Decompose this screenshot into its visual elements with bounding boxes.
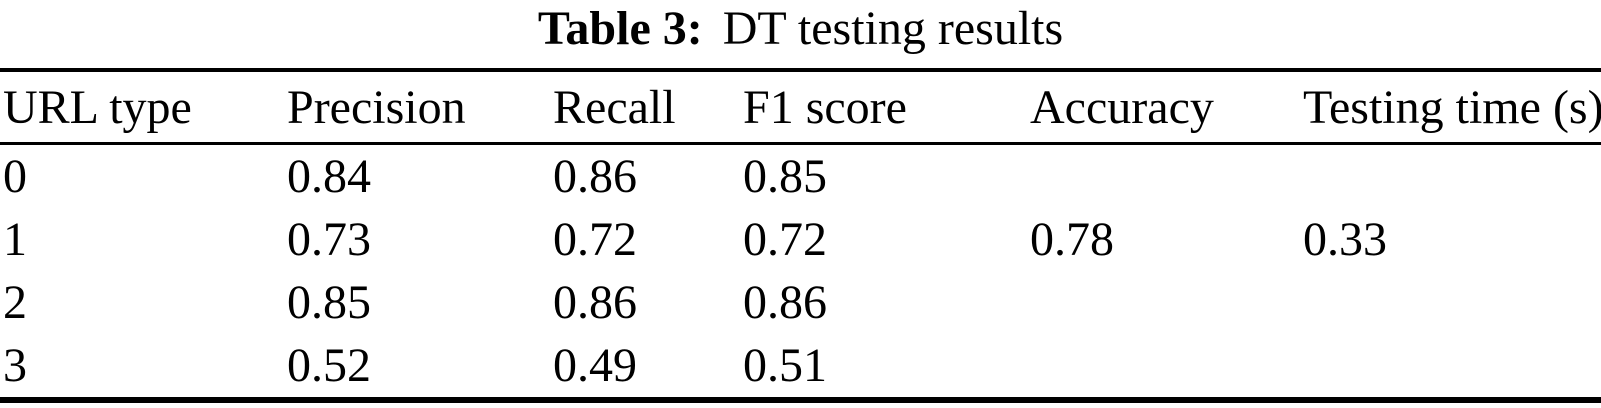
table-cell: 0.72: [553, 213, 637, 266]
table-cell: 0.49: [553, 339, 637, 392]
table-cell: [1027, 334, 1300, 400]
table-cell: 0.72: [743, 213, 827, 266]
table-cell: 0.33: [1303, 213, 1387, 266]
caption-text: DT testing results: [722, 2, 1064, 55]
table-caption: Table 3: DT testing results: [0, 0, 1601, 58]
table-row: 0 0.84 0.86 0.85: [0, 144, 1601, 209]
table-row: 2 0.85 0.86 0.86: [0, 271, 1601, 334]
table-cell: 0.85: [287, 276, 371, 329]
table-cell: 0.78: [1030, 213, 1114, 266]
table-cell: 0.52: [287, 339, 371, 392]
table-cell: [1300, 271, 1601, 334]
table-cell: [1300, 144, 1601, 209]
table-cell: 2: [3, 276, 27, 329]
caption-label: Table 3:: [537, 2, 703, 55]
column-header-url-type: URL type: [0, 70, 284, 145]
results-table: URL type Precision Recall F1 score Accur…: [0, 68, 1601, 403]
table-cell: 0.86: [553, 150, 637, 203]
table-cell: 0.84: [287, 150, 371, 203]
column-header-accuracy: Accuracy: [1027, 70, 1300, 145]
table-cell: 0.86: [553, 276, 637, 329]
table-cell: 0: [3, 150, 27, 203]
header-row: URL type Precision Recall F1 score Accur…: [0, 70, 1601, 145]
table-cell: [1027, 271, 1300, 334]
column-header-testing-time: Testing time (s): [1300, 70, 1601, 145]
table-cell: 3: [3, 339, 27, 392]
table-row: 3 0.52 0.49 0.51: [0, 334, 1601, 400]
table-cell: [1300, 334, 1601, 400]
column-header-recall: Recall: [550, 70, 740, 145]
table-cell: [1027, 144, 1300, 209]
table-row: 1 0.73 0.72 0.72 0.78 0.33: [0, 208, 1601, 271]
table-cell: 0.73: [287, 213, 371, 266]
table-cell: 0.86: [743, 276, 827, 329]
table-cell: 0.51: [743, 339, 827, 392]
column-header-precision: Precision: [284, 70, 550, 145]
table-cell: 1: [3, 213, 27, 266]
column-header-f1-score: F1 score: [740, 70, 1027, 145]
table-cell: 0.85: [743, 150, 827, 203]
